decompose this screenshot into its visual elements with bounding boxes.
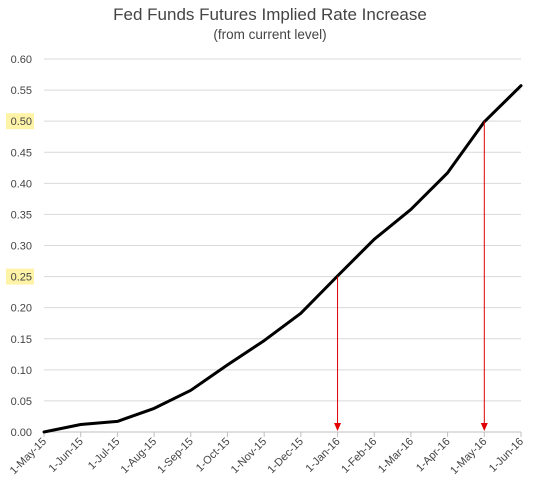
x-tick-label: 1-Oct-15 [194, 436, 233, 475]
chart-subtitle: (from current level) [213, 27, 326, 42]
series-group [42, 84, 523, 434]
x-tick-label: 1-May-15 [8, 436, 49, 477]
x-tick-label: 1-Feb-16 [339, 436, 379, 476]
y-tick-label: 0.00 [11, 427, 32, 439]
x-axis: 1-May-151-Jun-15 1-Jul-151-Aug-151-Sep-15… [8, 431, 526, 477]
gridlines [44, 58, 521, 402]
x-tick-label: 1-May-16 [448, 436, 489, 477]
x-tick-label: 1-Dec-15 [265, 436, 305, 476]
x-tick-label: 1-Jun-15 [47, 436, 86, 475]
y-tick-label: 0.45 [11, 147, 32, 159]
x-tick-label: 1-Aug-15 [119, 436, 159, 476]
x-tick-label: 1-Jan-16 [303, 436, 342, 475]
y-tick-label: 0.20 [11, 303, 32, 315]
chart-title: Fed Funds Futures Implied Rate Increase [113, 5, 427, 24]
x-tick-label: 1-Mar-16 [376, 436, 416, 476]
ytick-highlight [6, 268, 34, 285]
y-tick-label: 0.30 [11, 241, 32, 253]
y-tick-label: 0.60 [11, 54, 32, 66]
x-tick-label: 1-Sep-15 [155, 436, 195, 476]
y-tick-label: 0.05 [11, 396, 32, 408]
y-tick-label: 0.25 [11, 272, 32, 284]
y-tick-label: 0.40 [11, 178, 32, 190]
annotation-arrow-head [480, 423, 488, 431]
x-tick-label: 1-Jul-15 [86, 436, 123, 473]
annotations [334, 121, 488, 431]
y-axis: 0.00 0.05 0.10 0.15 0.20 0.25 0.30 0.35 0.40 0.45… [6, 54, 34, 439]
ytick-highlight [6, 113, 34, 130]
annotation-arrow-head [334, 423, 342, 431]
x-tick-label: 1-Jun-16 [487, 436, 526, 475]
y-tick-label: 0.10 [11, 365, 32, 377]
y-tick-label: 0.35 [11, 209, 32, 221]
series-line [42, 84, 523, 434]
x-tick-label: 1-Nov-15 [229, 436, 269, 476]
y-tick-label: 0.15 [11, 334, 32, 346]
y-tick-label: 0.50 [11, 116, 32, 128]
y-tick-label: 0.55 [11, 85, 32, 97]
